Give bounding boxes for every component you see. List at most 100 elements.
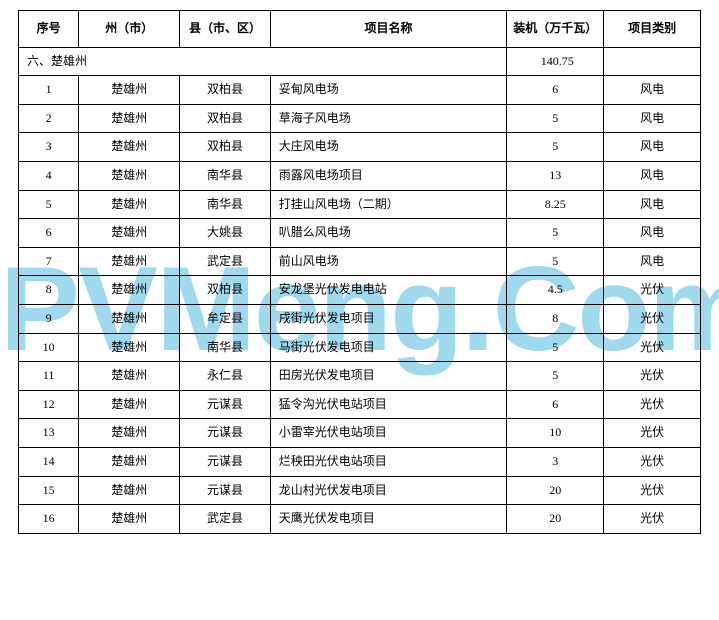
table-row: 3楚雄州双柏县大庄风电场5风电 [19,133,701,162]
cell-seq: 2 [19,104,79,133]
cell-county: 南华县 [180,161,270,190]
cell-county: 双柏县 [180,276,270,305]
cell-county: 武定县 [180,247,270,276]
cell-county: 元谋县 [180,447,270,476]
cell-city: 楚雄州 [79,505,180,534]
cell-category: 风电 [604,76,701,105]
cell-capacity: 5 [507,247,604,276]
data-table: 序号 州（市） 县（市、区） 项目名称 装机（万千瓦） 项目类别 六、楚雄州 1… [18,10,701,534]
cell-category: 风电 [604,104,701,133]
cell-name: 草海子风电场 [270,104,507,133]
cell-city: 楚雄州 [79,133,180,162]
table-row: 11楚雄州永仁县田房光伏发电项目5光伏 [19,362,701,391]
cell-name: 大庄风电场 [270,133,507,162]
cell-county: 元谋县 [180,476,270,505]
cell-category: 光伏 [604,276,701,305]
cell-capacity: 6 [507,76,604,105]
cell-seq: 16 [19,505,79,534]
cell-name: 安龙堡光伏发电电站 [270,276,507,305]
cell-category: 光伏 [604,447,701,476]
cell-capacity: 8 [507,304,604,333]
cell-seq: 6 [19,219,79,248]
cell-category: 光伏 [604,505,701,534]
cell-city: 楚雄州 [79,419,180,448]
cell-seq: 15 [19,476,79,505]
cell-capacity: 20 [507,476,604,505]
cell-name: 叭腊么风电场 [270,219,507,248]
cell-category: 光伏 [604,333,701,362]
cell-category: 风电 [604,133,701,162]
table-row: 13楚雄州元谋县小雷宰光伏电站项目10光伏 [19,419,701,448]
cell-county: 大姚县 [180,219,270,248]
cell-city: 楚雄州 [79,76,180,105]
table-row: 1楚雄州双柏县妥甸风电场6风电 [19,76,701,105]
cell-seq: 4 [19,161,79,190]
cell-name: 马街光伏发电项目 [270,333,507,362]
cell-name: 田房光伏发电项目 [270,362,507,391]
cell-capacity: 5 [507,219,604,248]
cell-capacity: 5 [507,333,604,362]
cell-category: 风电 [604,219,701,248]
cell-city: 楚雄州 [79,390,180,419]
cell-city: 楚雄州 [79,276,180,305]
header-seq: 序号 [19,11,79,48]
cell-city: 楚雄州 [79,161,180,190]
cell-city: 楚雄州 [79,476,180,505]
cell-seq: 1 [19,76,79,105]
cell-name: 前山风电场 [270,247,507,276]
cell-seq: 9 [19,304,79,333]
cell-county: 南华县 [180,190,270,219]
table-row: 7楚雄州武定县前山风电场5风电 [19,247,701,276]
cell-capacity: 13 [507,161,604,190]
cell-name: 龙山村光伏发电项目 [270,476,507,505]
cell-city: 楚雄州 [79,304,180,333]
cell-category: 光伏 [604,419,701,448]
table-row: 12楚雄州元谋县猛令沟光伏电站项目6光伏 [19,390,701,419]
cell-county: 永仁县 [180,362,270,391]
cell-county: 元谋县 [180,419,270,448]
cell-city: 楚雄州 [79,104,180,133]
cell-capacity: 4.5 [507,276,604,305]
table-header-row: 序号 州（市） 县（市、区） 项目名称 装机（万千瓦） 项目类别 [19,11,701,48]
table-row: 8楚雄州双柏县安龙堡光伏发电电站4.5光伏 [19,276,701,305]
cell-seq: 10 [19,333,79,362]
cell-county: 元谋县 [180,390,270,419]
section-row: 六、楚雄州 140.75 [19,47,701,76]
cell-city: 楚雄州 [79,247,180,276]
header-city: 州（市） [79,11,180,48]
cell-capacity: 5 [507,133,604,162]
cell-capacity: 5 [507,362,604,391]
table-row: 2楚雄州双柏县草海子风电场5风电 [19,104,701,133]
cell-city: 楚雄州 [79,362,180,391]
cell-seq: 8 [19,276,79,305]
cell-category: 风电 [604,247,701,276]
cell-name: 戌街光伏发电项目 [270,304,507,333]
header-name: 项目名称 [270,11,507,48]
cell-seq: 5 [19,190,79,219]
cell-name: 雨露风电场项目 [270,161,507,190]
cell-seq: 12 [19,390,79,419]
section-total: 140.75 [507,47,604,76]
table-row: 15楚雄州元谋县龙山村光伏发电项目20光伏 [19,476,701,505]
cell-name: 猛令沟光伏电站项目 [270,390,507,419]
cell-county: 牟定县 [180,304,270,333]
cell-category: 风电 [604,161,701,190]
cell-name: 妥甸风电场 [270,76,507,105]
cell-county: 双柏县 [180,76,270,105]
table-row: 9楚雄州牟定县戌街光伏发电项目8光伏 [19,304,701,333]
table-row: 14楚雄州元谋县烂秧田光伏电站项目3光伏 [19,447,701,476]
cell-city: 楚雄州 [79,219,180,248]
header-county: 县（市、区） [180,11,270,48]
cell-seq: 3 [19,133,79,162]
header-category: 项目类别 [604,11,701,48]
cell-seq: 11 [19,362,79,391]
table-row: 16楚雄州武定县天鹰光伏发电项目20光伏 [19,505,701,534]
section-empty [604,47,701,76]
cell-capacity: 10 [507,419,604,448]
cell-category: 风电 [604,190,701,219]
cell-category: 光伏 [604,304,701,333]
cell-city: 楚雄州 [79,333,180,362]
header-capacity: 装机（万千瓦） [507,11,604,48]
cell-capacity: 6 [507,390,604,419]
cell-category: 光伏 [604,390,701,419]
